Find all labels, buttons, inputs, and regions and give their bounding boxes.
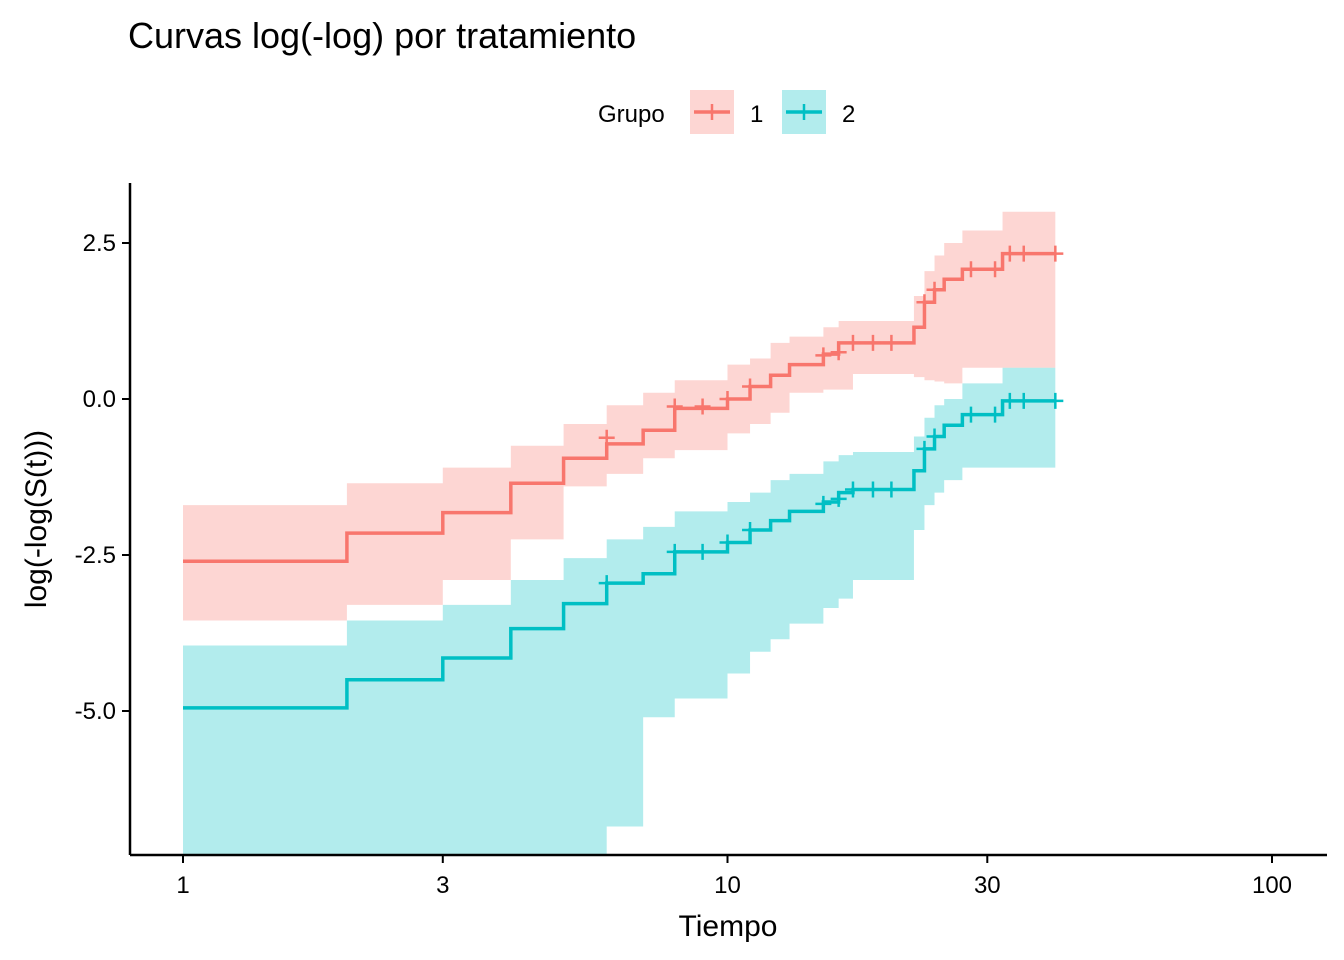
x-tick-label: 10 — [714, 872, 741, 899]
censor-mark-series-2 — [844, 481, 861, 498]
censor-mark-series-1 — [987, 261, 1004, 278]
censor-mark-series-1 — [926, 281, 943, 298]
censor-mark-series-2 — [864, 481, 881, 498]
ribbon-series-1 — [183, 211, 1056, 646]
y-tick-label: 2.5 — [83, 230, 116, 257]
censor-mark-series-2 — [987, 406, 1004, 423]
censor-mark-series-2 — [598, 575, 615, 592]
y-axis-title: log(-log(S(t))) — [20, 430, 53, 608]
censor-mark-series-2 — [742, 522, 759, 539]
y-tick-label: 0.0 — [83, 386, 116, 413]
legend: Grupo 1 2 — [598, 90, 855, 134]
censor-mark-series-1 — [1001, 245, 1018, 262]
censor-mark-series-2 — [883, 481, 900, 498]
censor-mark-series-1 — [916, 294, 933, 311]
censor-mark-series-2 — [694, 543, 711, 560]
censor-mark-series-1 — [883, 334, 900, 351]
censor-mark-series-1 — [598, 429, 615, 446]
x-tick-label: 30 — [974, 872, 1001, 899]
censor-mark-series-2 — [815, 495, 832, 512]
censor-mark-series-2 — [1047, 392, 1064, 409]
x-tick-label: 3 — [436, 872, 449, 899]
censor-mark-series-2 — [1001, 392, 1018, 409]
ribbon-series-2 — [183, 367, 1056, 855]
censor-mark-series-1 — [742, 378, 759, 395]
censor-mark-series-1 — [815, 347, 832, 364]
x-tick-label: 1 — [176, 872, 189, 899]
legend-label-1: 1 — [750, 101, 763, 128]
censor-mark-series-1 — [1015, 245, 1032, 262]
censor-mark-series-2 — [962, 406, 979, 423]
censor-mark-series-1 — [830, 344, 847, 361]
x-axis-title: Tiempo — [679, 910, 778, 943]
y-tick-label: -2.5 — [75, 542, 116, 569]
censor-mark-series-1 — [719, 391, 736, 407]
axes: 1 3 10 30 100 2.5 0.0 -2.5 -5.0 — [75, 183, 1327, 899]
censor-mark-series-2 — [666, 543, 683, 560]
censor-mark-series-1 — [844, 334, 861, 351]
y-tick-label: -5.0 — [75, 698, 116, 725]
chart-title: Curvas log(-log) por tratamiento — [128, 15, 636, 56]
censor-mark-series-2 — [926, 428, 943, 445]
censor-marks — [598, 245, 1064, 592]
x-tick-label: 100 — [1252, 872, 1292, 899]
legend-title: Grupo — [598, 101, 665, 128]
censor-mark-series-2 — [830, 490, 847, 507]
confidence-ribbons — [183, 211, 1056, 855]
censor-mark-series-1 — [962, 261, 979, 278]
censor-mark-series-1 — [666, 398, 683, 415]
censor-mark-series-1 — [864, 334, 881, 351]
censor-mark-series-1 — [694, 398, 711, 415]
censor-mark-series-1 — [1047, 245, 1064, 262]
censor-mark-series-2 — [1015, 392, 1032, 409]
censor-mark-series-2 — [719, 534, 736, 551]
censor-mark-series-2 — [916, 440, 933, 457]
legend-label-2: 2 — [842, 101, 855, 128]
